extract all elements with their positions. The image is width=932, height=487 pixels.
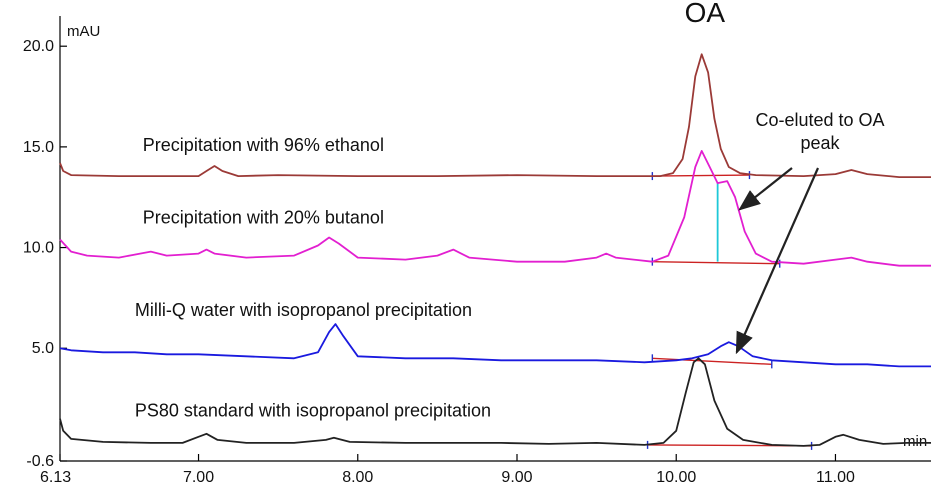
trace-line-2 bbox=[59, 150, 931, 267]
integration-baselines bbox=[646, 171, 813, 450]
annotation-line-1: Co-eluted to OA bbox=[755, 110, 884, 130]
y-tick-label: -0.6 bbox=[26, 453, 54, 470]
y-axis-ticks: -0.6 5.0 10.0 15.0 20.0 bbox=[23, 38, 67, 470]
trace-labels: Precipitation with 96% ethanol Precipitat… bbox=[135, 135, 491, 421]
trace-label-3: Milli-Q water with isopropanol precipita… bbox=[135, 300, 472, 320]
annotation-arrow-1 bbox=[738, 167, 793, 211]
trace-label-2: Precipitation with 20% butanol bbox=[143, 207, 384, 227]
coelution-annotation: Co-eluted to OA peak bbox=[735, 110, 885, 355]
x-axis-unit: min bbox=[903, 433, 927, 450]
y-axis-unit: mAU bbox=[67, 23, 100, 40]
chromatogram-traces bbox=[59, 53, 931, 447]
trace-line-1 bbox=[59, 53, 931, 178]
integration-baseline bbox=[652, 174, 750, 177]
x-tick-label: 7.00 bbox=[183, 469, 214, 486]
annotation-arrow-2 bbox=[735, 167, 820, 355]
trace-label-4: PS80 standard with isopropanol precipita… bbox=[135, 401, 491, 421]
x-tick-label: 10.00 bbox=[656, 469, 696, 486]
trace-label-1: Precipitation with 96% ethanol bbox=[143, 135, 384, 155]
y-tick-label: 15.0 bbox=[23, 139, 54, 156]
x-axis-ticks: 6.13 7.00 8.00 9.00 10.00 11.00 bbox=[40, 454, 855, 486]
x-tick-label: 11.00 bbox=[816, 469, 855, 486]
x-tick-label: 9.00 bbox=[501, 469, 532, 486]
integration-baseline bbox=[652, 260, 780, 265]
y-tick-label: 10.0 bbox=[23, 240, 54, 257]
y-tick-label: 20.0 bbox=[23, 38, 54, 55]
annotation-line-2: peak bbox=[800, 133, 840, 153]
peak-title: OA bbox=[685, 0, 726, 28]
trace-line-3 bbox=[59, 323, 931, 368]
axes-frame bbox=[59, 16, 931, 462]
integration-baseline bbox=[652, 357, 772, 366]
x-tick-label: 6.13 bbox=[40, 469, 71, 486]
y-tick-label: 5.0 bbox=[32, 340, 54, 357]
x-tick-label: 8.00 bbox=[342, 469, 373, 486]
trace-line-4 bbox=[59, 357, 931, 447]
